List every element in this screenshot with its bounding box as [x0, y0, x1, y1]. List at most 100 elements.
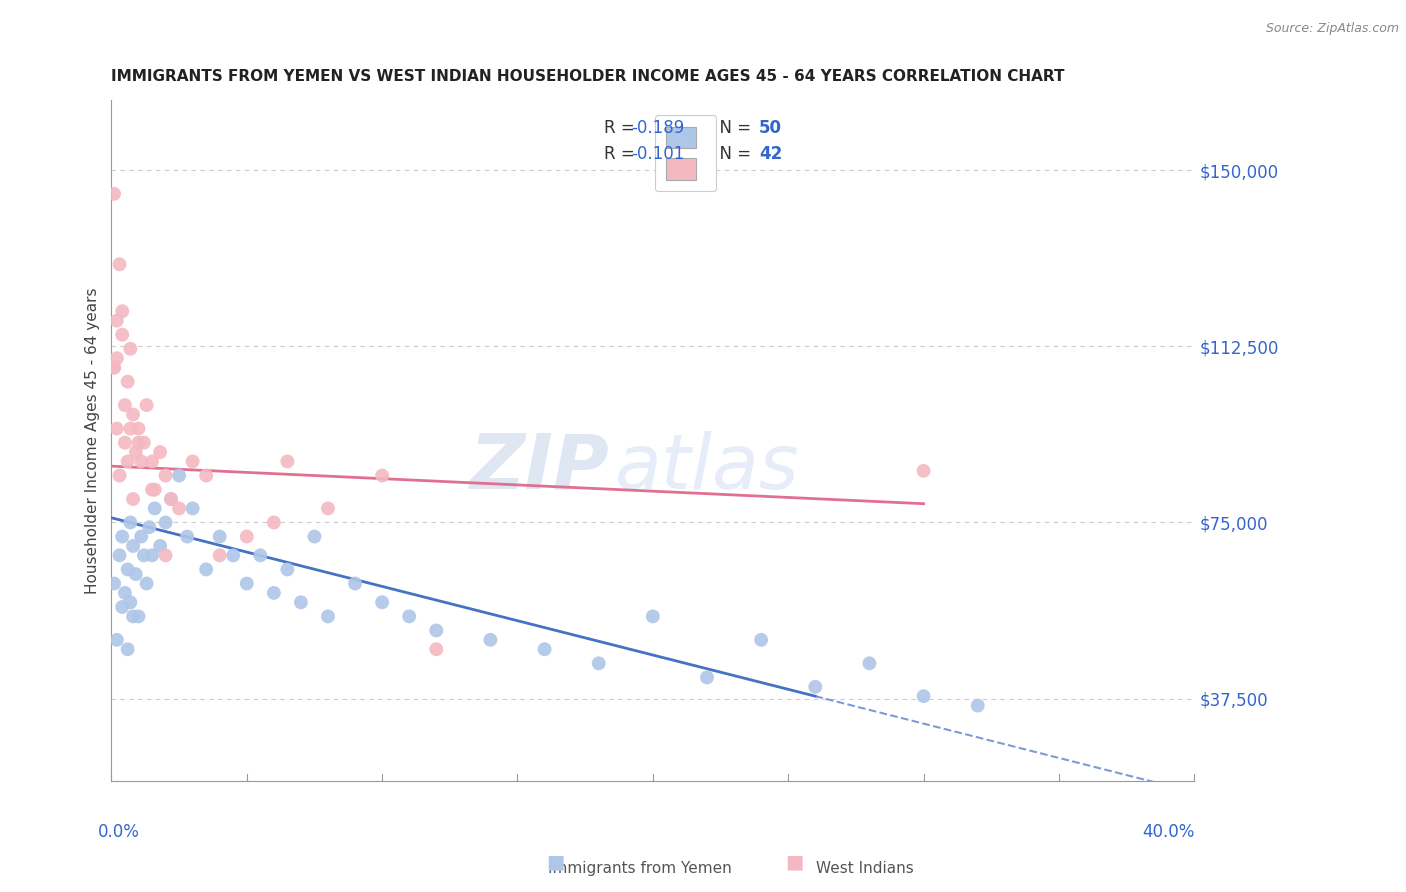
Point: [641, 609, 664, 624]
Point: [290, 595, 312, 609]
Text: ZIP: ZIP: [470, 431, 610, 505]
Point: [117, 454, 139, 468]
Point: [117, 642, 139, 657]
Point: [344, 576, 367, 591]
Text: 42: 42: [759, 145, 782, 163]
Point: [141, 454, 163, 468]
Point: [966, 698, 988, 713]
Text: 40.0%: 40.0%: [1142, 823, 1194, 841]
Point: [858, 657, 880, 671]
Point: [103, 360, 125, 375]
Point: [912, 689, 935, 703]
Point: [749, 632, 772, 647]
Point: [141, 549, 163, 563]
Point: [103, 360, 125, 375]
Text: N =: N =: [709, 119, 756, 137]
Point: [533, 642, 555, 657]
Point: [105, 351, 128, 366]
Point: [167, 468, 190, 483]
Point: [108, 468, 131, 483]
Point: [129, 530, 152, 544]
Point: [111, 599, 134, 614]
Point: [222, 549, 245, 563]
Point: [132, 435, 155, 450]
Text: ■: ■: [785, 853, 804, 871]
Text: 50: 50: [759, 119, 782, 137]
Text: R =: R =: [605, 119, 640, 137]
Point: [122, 609, 145, 624]
Point: [276, 562, 298, 576]
Point: [249, 549, 271, 563]
Point: [236, 530, 259, 544]
Point: [696, 670, 718, 684]
Text: ■: ■: [546, 853, 565, 871]
Point: [143, 483, 166, 497]
Text: Immigrants from Yemen: Immigrants from Yemen: [548, 861, 731, 876]
Point: [804, 680, 827, 694]
Point: [149, 445, 172, 459]
Point: [181, 454, 204, 468]
Point: [120, 421, 142, 435]
Point: [111, 327, 134, 342]
Point: [125, 567, 148, 582]
Point: [316, 609, 339, 624]
Point: [276, 454, 298, 468]
Text: -0.101: -0.101: [631, 145, 685, 163]
Point: [111, 304, 134, 318]
Point: [160, 491, 183, 506]
Point: [208, 530, 231, 544]
Point: [111, 530, 134, 544]
Point: [141, 483, 163, 497]
Point: [114, 586, 136, 600]
Point: [304, 530, 326, 544]
Point: [117, 375, 139, 389]
Point: [195, 562, 218, 576]
Point: [127, 435, 149, 450]
Point: [371, 595, 394, 609]
Point: [135, 576, 157, 591]
Point: [108, 549, 131, 563]
Point: [588, 657, 610, 671]
Point: [103, 186, 125, 201]
Point: [143, 501, 166, 516]
Point: [479, 632, 502, 647]
Point: [912, 464, 935, 478]
Point: [398, 609, 420, 624]
Point: [117, 562, 139, 576]
Point: [120, 342, 142, 356]
Point: [105, 313, 128, 327]
Point: [120, 516, 142, 530]
Text: -0.189: -0.189: [631, 119, 685, 137]
Text: R =: R =: [605, 145, 640, 163]
Y-axis label: Householder Income Ages 45 - 64 years: Householder Income Ages 45 - 64 years: [86, 287, 100, 593]
Point: [114, 398, 136, 412]
Point: [236, 576, 259, 591]
Point: [105, 421, 128, 435]
Point: [316, 501, 339, 516]
Point: [263, 586, 285, 600]
Text: IMMIGRANTS FROM YEMEN VS WEST INDIAN HOUSEHOLDER INCOME AGES 45 - 64 YEARS CORRE: IMMIGRANTS FROM YEMEN VS WEST INDIAN HOU…: [111, 69, 1064, 84]
Point: [208, 549, 231, 563]
Point: [425, 642, 447, 657]
Point: [176, 530, 198, 544]
Point: [129, 454, 152, 468]
Point: [122, 539, 145, 553]
Text: N =: N =: [709, 145, 756, 163]
Point: [125, 445, 148, 459]
Point: [132, 549, 155, 563]
Point: [138, 520, 160, 534]
Point: [127, 421, 149, 435]
Point: [155, 516, 177, 530]
Point: [181, 501, 204, 516]
Point: [195, 468, 218, 483]
Point: [122, 491, 145, 506]
Point: [108, 257, 131, 271]
Point: [263, 516, 285, 530]
Point: [149, 539, 172, 553]
Point: [135, 398, 157, 412]
Point: [371, 468, 394, 483]
Point: [155, 549, 177, 563]
Point: [114, 435, 136, 450]
Point: [155, 468, 177, 483]
Point: [103, 576, 125, 591]
